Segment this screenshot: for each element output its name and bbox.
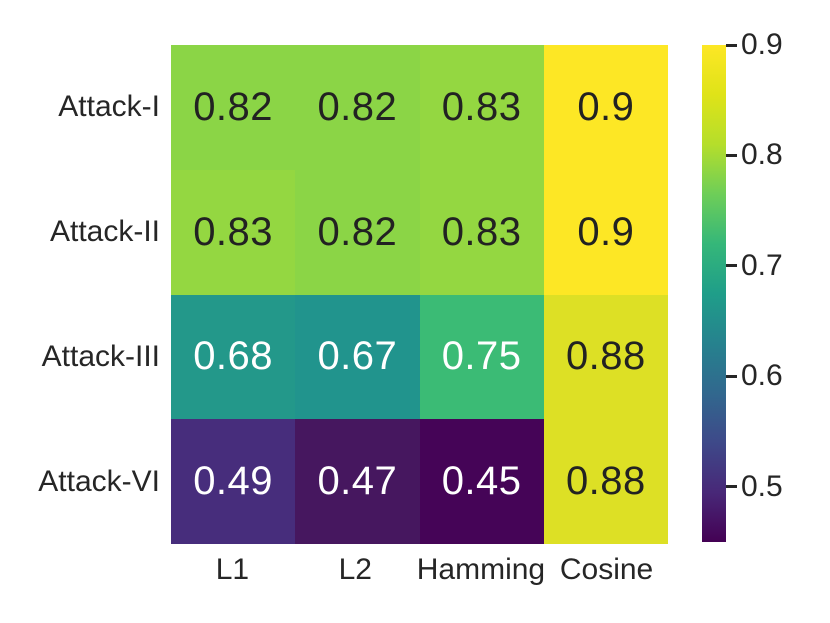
heatmap-cell: 0.9 bbox=[543, 45, 668, 170]
x-tick-label: Cosine bbox=[559, 553, 654, 586]
heatmap-cell: 0.88 bbox=[543, 419, 668, 544]
heatmap-cell: 0.82 bbox=[295, 45, 420, 170]
y-tick-label: Attack-II bbox=[49, 215, 160, 249]
heatmap-cell: 0.75 bbox=[419, 294, 544, 420]
colorbar-tick-label: 0.7 bbox=[741, 248, 783, 282]
heatmap-cell: 0.83 bbox=[419, 45, 544, 170]
heatmap-cell: 0.9 bbox=[543, 169, 668, 295]
heatmap-cell: 0.83 bbox=[419, 169, 544, 295]
x-tick-label: L1 bbox=[215, 553, 250, 586]
heatmap-cell: 0.68 bbox=[171, 294, 296, 420]
colorbar-tick-label: 0.5 bbox=[741, 469, 783, 503]
colorbar-tick-label: 0.6 bbox=[741, 359, 783, 393]
y-tick-label: Attack-VI bbox=[38, 464, 160, 498]
y-axis-tick-labels: Attack-I Attack-II Attack-III Attack-VI bbox=[0, 45, 160, 544]
colorbar bbox=[702, 45, 726, 542]
heatmap-cell: 0.49 bbox=[171, 419, 296, 544]
heatmap-cell: 0.47 bbox=[295, 419, 420, 544]
colorbar-tick-mark bbox=[726, 264, 737, 268]
y-tick-label: Attack-III bbox=[41, 339, 160, 373]
x-axis-tick-labels: L1 L2 Hamming Cosine bbox=[171, 548, 668, 592]
heatmap-cell: 0.83 bbox=[171, 169, 296, 295]
y-tick-label: Attack-I bbox=[58, 90, 160, 124]
heatmap-cell: 0.45 bbox=[419, 419, 544, 544]
heatmap-cell: 0.67 bbox=[295, 294, 420, 420]
heatmap-cell: 0.82 bbox=[171, 45, 296, 170]
heatmap-cell: 0.88 bbox=[543, 294, 668, 420]
colorbar-tick-label: 0.9 bbox=[741, 28, 783, 61]
heatmap-cell: 0.82 bbox=[295, 169, 420, 295]
colorbar-tick-mark bbox=[726, 43, 737, 47]
heatmap-grid: 0.82 0.82 0.83 0.9 0.83 0.82 0.83 0.9 0.68 0.67 0.… bbox=[171, 45, 668, 544]
colorbar-tick-mark bbox=[726, 153, 737, 157]
colorbar-tick-mark bbox=[726, 485, 737, 489]
colorbar-tick-mark bbox=[726, 374, 737, 378]
colorbar-tick-label: 0.8 bbox=[741, 138, 783, 172]
x-tick-label: L2 bbox=[338, 553, 372, 586]
x-tick-label: Hamming bbox=[416, 553, 546, 586]
